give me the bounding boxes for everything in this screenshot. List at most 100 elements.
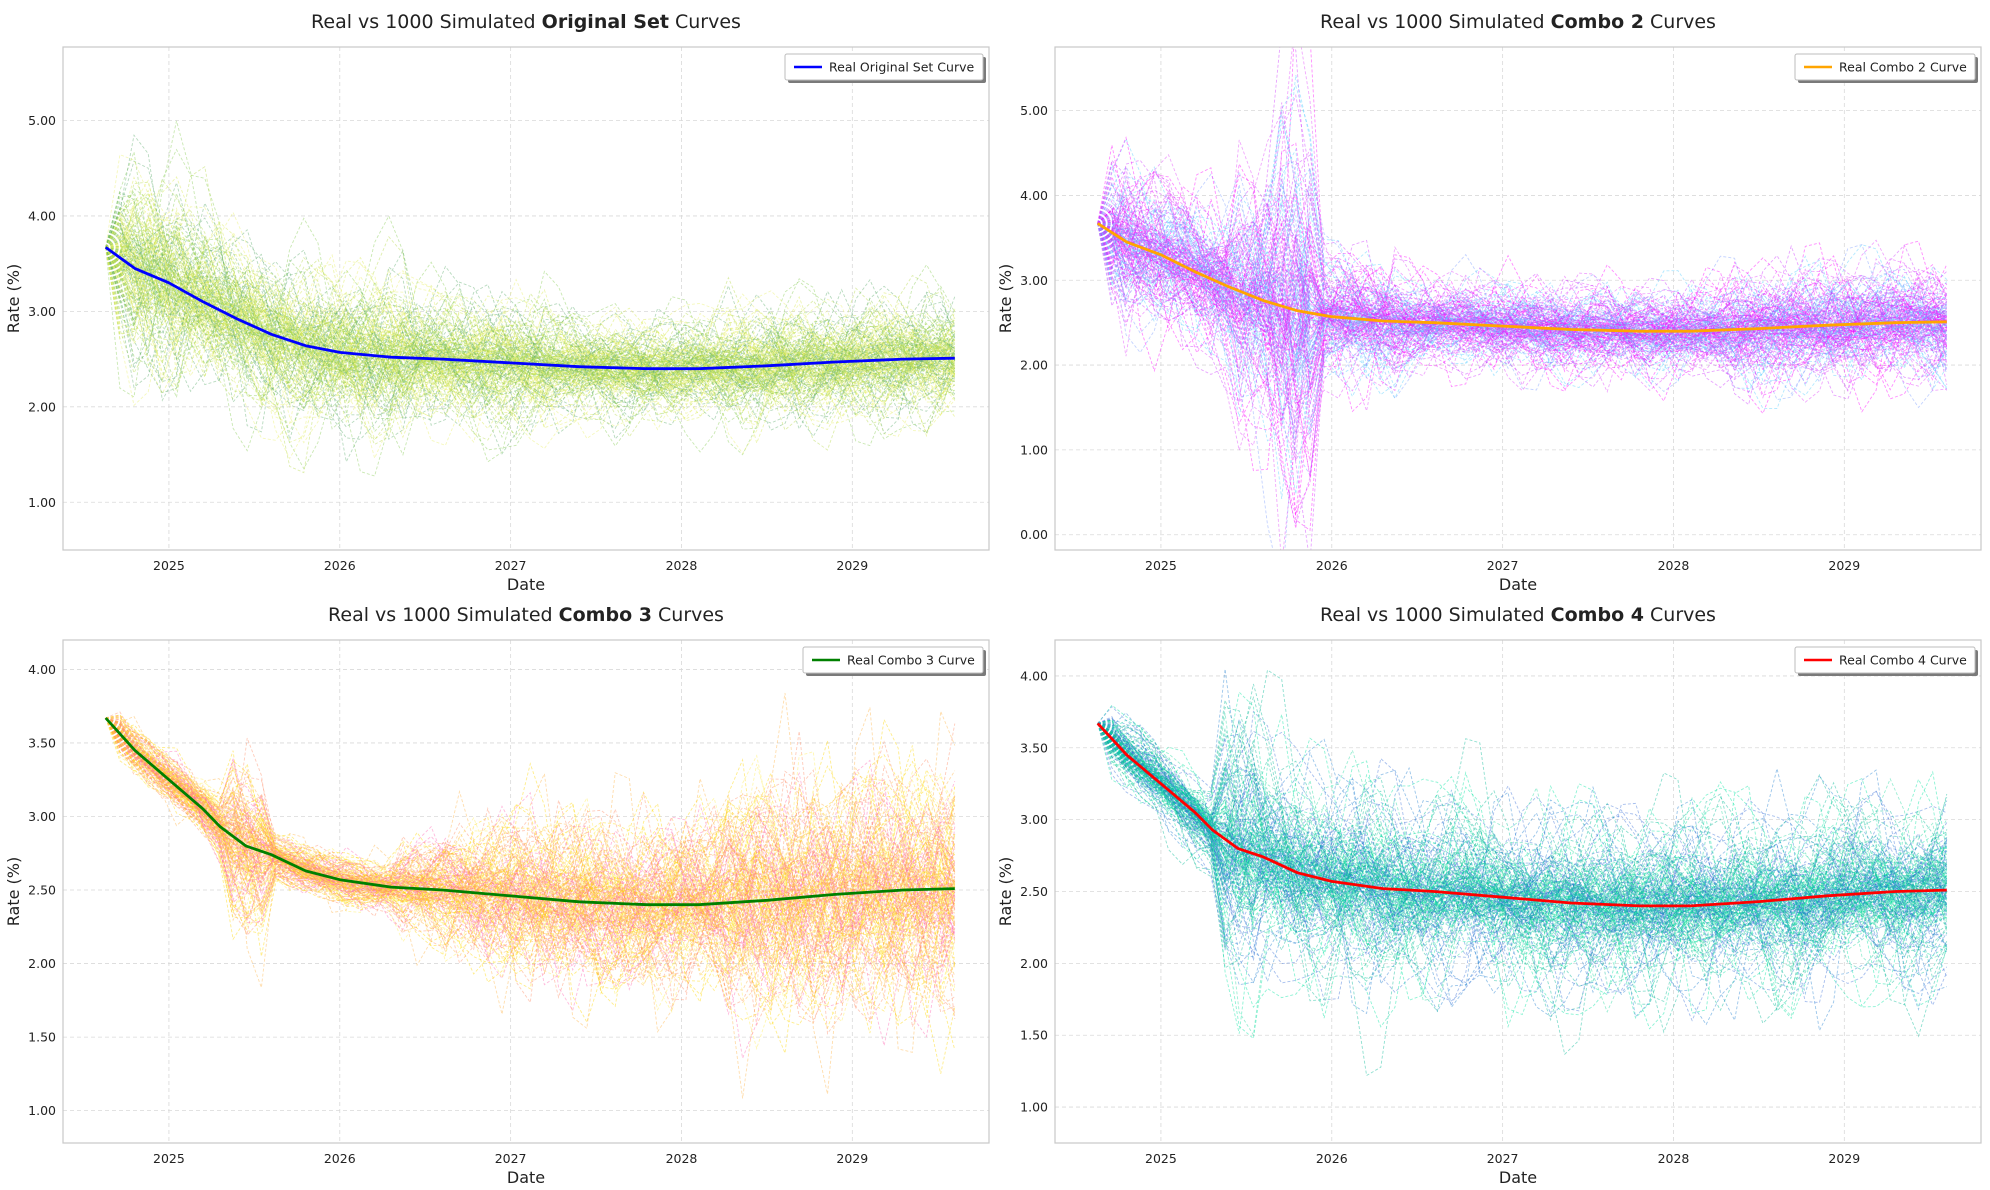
simulated-curve [105, 714, 956, 992]
simulated-curve [105, 200, 956, 398]
simulated-curve [105, 717, 956, 967]
simulated-curve [105, 211, 956, 402]
simulated-curve [105, 228, 956, 401]
simulated-curve [105, 236, 956, 440]
simulated-curve [1097, 717, 1948, 954]
simulated-curve [105, 218, 956, 402]
simulated-curve [1097, 723, 1948, 996]
simulated-curve [1097, 196, 1948, 428]
legend-box [802, 646, 984, 674]
simulated-curve [1097, 147, 1948, 447]
simulated-curve [1097, 222, 1948, 366]
simulated-curve [1097, 209, 1947, 435]
simulated-curve [1097, 199, 1947, 461]
simulated-curve [105, 247, 956, 397]
x-axis-label: Date [507, 575, 545, 594]
simulated-curve [1097, 723, 1948, 954]
simulated-curve [1097, 723, 1948, 948]
simulated-curve [1097, 723, 1948, 966]
simulated-curve [105, 717, 956, 1013]
simulated-curve [1097, 211, 1947, 437]
simulated-curve [1097, 222, 1948, 360]
y-tick-label: 2.00 [28, 399, 56, 414]
simulated-curve [105, 717, 956, 1035]
simulated-curve [105, 198, 956, 403]
simulated-curve [105, 717, 956, 915]
simulated-curve [1097, 723, 1948, 955]
y-tick-label: 3.50 [28, 735, 56, 750]
simulated-curve [105, 215, 956, 399]
simulated-curve [105, 717, 956, 954]
simulated-curve [105, 225, 955, 396]
simulated-curve [105, 246, 955, 378]
simulated-curve [105, 247, 955, 384]
simulated-curve [105, 247, 956, 404]
simulated-curve [1097, 223, 1948, 360]
simulated-curve [105, 711, 956, 1002]
simulated-curve [105, 214, 956, 443]
simulated-curve [1097, 723, 1948, 962]
simulated-curves [105, 120, 956, 477]
simulated-curve [105, 717, 956, 1027]
x-tick-label: 2028 [1658, 1151, 1690, 1166]
simulated-curve [105, 717, 956, 1016]
simulated-curve [105, 160, 956, 425]
simulated-curve [1097, 223, 1947, 362]
simulated-curve [105, 219, 956, 409]
simulated-curve [1097, 219, 1948, 356]
simulated-curve [1097, 189, 1947, 432]
simulated-curve [105, 717, 956, 951]
simulated-curve [105, 176, 956, 420]
simulated-curve [1097, 723, 1948, 967]
simulated-curve [105, 190, 956, 412]
simulated-curve [1097, 187, 1948, 391]
simulated-curve [105, 247, 956, 378]
simulated-curve [105, 217, 956, 418]
simulated-curve [1097, 723, 1948, 944]
simulated-curve [105, 715, 956, 1024]
simulated-curve [1097, 75, 1948, 399]
y-tick-label: 3.00 [1020, 273, 1048, 288]
simulated-curve [105, 191, 956, 464]
simulated-curve [105, 245, 955, 419]
simulated-curve [105, 233, 956, 410]
simulated-curve [105, 717, 956, 942]
x-axis-label: Date [1499, 575, 1537, 594]
simulated-curve [105, 241, 956, 382]
simulated-curve [105, 240, 955, 391]
simulated-curve [1097, 223, 1947, 339]
x-tick-label: 2028 [666, 1151, 698, 1166]
simulated-curve [1097, 208, 1948, 411]
legend-box [784, 53, 984, 81]
simulated-curve [1097, 723, 1948, 924]
simulated-curve [1097, 223, 1948, 386]
simulated-curve [105, 717, 955, 940]
y-tick-label: 1.00 [28, 1103, 56, 1118]
plot-frame [62, 46, 990, 551]
simulated-curve [1097, 720, 1948, 1018]
simulated-curve [105, 247, 955, 398]
simulated-curve [105, 224, 956, 399]
simulated-curve [1097, 723, 1948, 924]
simulated-curve [1097, 201, 1948, 461]
simulated-curve [1097, 47, 1947, 451]
simulated-curve [105, 220, 956, 417]
simulated-curve [105, 247, 955, 385]
simulated-curve [1097, 219, 1947, 341]
simulated-curve [1097, 189, 1948, 527]
simulated-curve [105, 717, 956, 1004]
simulated-curve [105, 717, 956, 936]
simulated-curve [105, 717, 956, 944]
simulated-curve [105, 247, 956, 436]
x-tick-label: 2029 [836, 1151, 868, 1166]
simulated-curve [105, 717, 956, 962]
plot-frame [1054, 639, 1982, 1144]
simulated-curve [1097, 714, 1948, 1034]
y-tick-label: 1.00 [28, 495, 56, 510]
simulated-curve [105, 225, 956, 395]
simulated-curve [1097, 223, 1948, 357]
y-tick-label: 5.00 [1020, 103, 1048, 118]
simulated-curve [1097, 723, 1947, 920]
simulated-curve [105, 247, 956, 407]
simulated-curve [1097, 723, 1948, 993]
